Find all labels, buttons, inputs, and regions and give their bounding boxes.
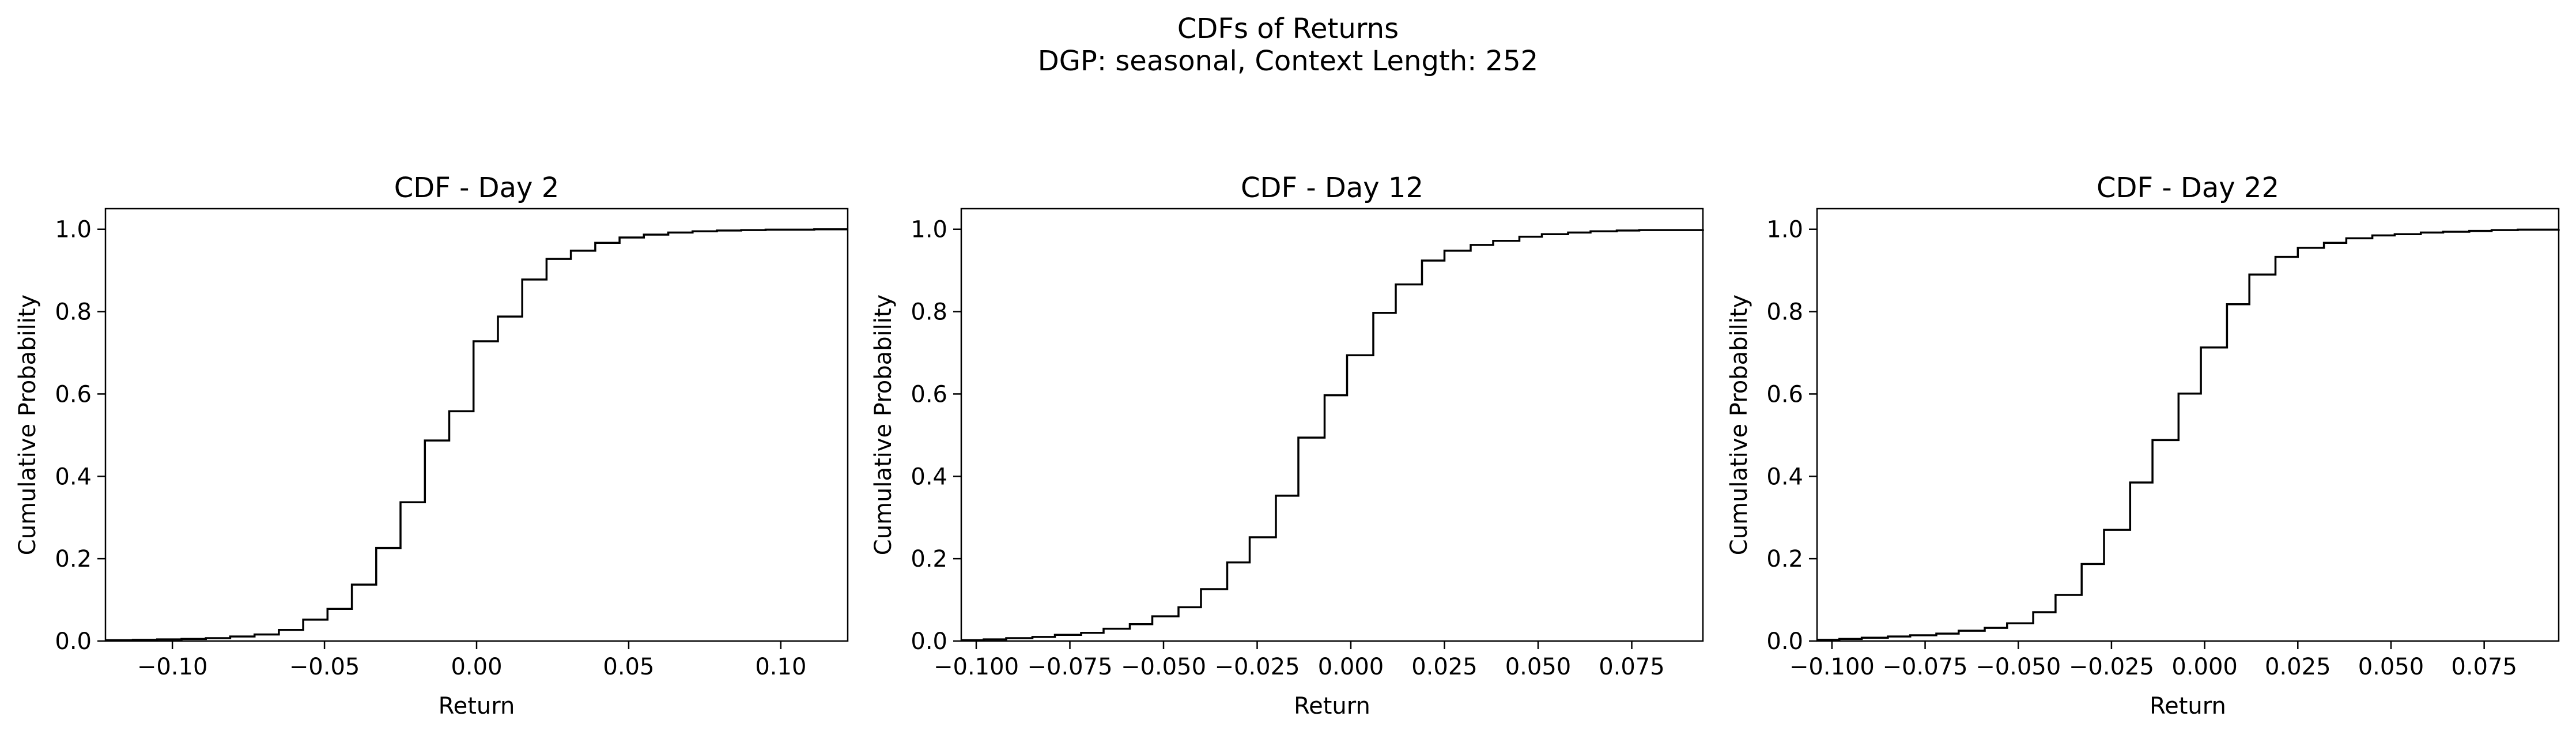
y-tick-label: 0.0: [1766, 628, 1803, 655]
y-tick-label: 1.0: [55, 217, 92, 243]
y-tick-label: 0.4: [55, 463, 92, 490]
y-tick-label: 0.4: [1766, 463, 1803, 490]
y-axis-label: Cumulative Probability: [870, 295, 897, 555]
x-tick-label: −0.10: [137, 654, 208, 680]
y-tick-label: 0.4: [911, 463, 947, 490]
x-tick-label: −0.100: [1789, 654, 1875, 680]
cdf-step-line: [105, 228, 848, 642]
x-tick-label: 0.025: [1411, 654, 1478, 680]
y-tick-label: 0.8: [55, 299, 92, 326]
x-tick-label: −0.025: [2069, 654, 2154, 680]
y-tick-label: 1.0: [911, 217, 947, 243]
y-tick-label: 0.0: [911, 628, 947, 655]
x-axis-label: Return: [2150, 693, 2226, 719]
y-axis-label: Cumulative Probability: [1726, 295, 1752, 555]
y-tick-label: 0.6: [55, 381, 92, 408]
y-tick-label: 0.2: [911, 546, 947, 572]
axes-frame: [1816, 208, 2560, 642]
cdf-step-line: [961, 229, 1704, 642]
x-tick-label: 0.050: [2358, 654, 2424, 680]
subplot-title: CDF - Day 2: [394, 172, 560, 204]
y-axis-label: Cumulative Probability: [14, 295, 41, 555]
x-tick-label: −0.05: [289, 654, 360, 680]
y-tick-label: 1.0: [1766, 217, 1803, 243]
x-tick-label: 0.05: [603, 654, 654, 680]
x-tick-label: 0.000: [2171, 654, 2238, 680]
y-tick-label: 0.6: [1766, 381, 1803, 408]
x-tick-label: −0.100: [934, 654, 1019, 680]
x-tick-label: 0.000: [1318, 654, 1384, 680]
x-tick-label: 0.075: [1599, 654, 1665, 680]
chart-panel-3: −0.100 −0.075 −0.050 −0.025 0.000 0.025 0.050 0…: [1726, 172, 2560, 719]
chart-panel-2: −0.100 −0.075 −0.050 −0.025 0.000 0.025 0.050 0…: [870, 172, 1704, 719]
y-tick-label: 0.8: [1766, 299, 1803, 326]
axes-frame: [104, 208, 849, 642]
figure-subtitle: DGP: seasonal, Context Length: 252: [1037, 45, 1539, 77]
x-tick-label: −0.075: [1027, 654, 1112, 680]
y-tick-label: 0.8: [911, 299, 947, 326]
subplot-title: CDF - Day 22: [2097, 172, 2279, 204]
x-tick-label: −0.050: [1976, 654, 2061, 680]
y-tick-label: 0.0: [55, 628, 92, 655]
axes-frame: [960, 208, 1704, 642]
x-tick-label: 0.10: [755, 654, 806, 680]
cdf-step-line: [1817, 228, 2560, 641]
chart-panel-1: −0.10 −0.05 0.00 0.05 0.10 0.0 0.2 0.4 0.6 0.8 1.0…: [14, 172, 849, 719]
x-tick-label: 0.075: [2451, 654, 2517, 680]
y-tick-label: 0.2: [1766, 546, 1803, 572]
x-tick-label: −0.050: [1121, 654, 1206, 680]
x-tick-label: −0.075: [1883, 654, 1968, 680]
y-tick-label: 0.2: [55, 546, 92, 572]
y-tick-label: 0.6: [911, 381, 947, 408]
x-axis-label: Return: [439, 693, 515, 719]
x-tick-label: 0.025: [2265, 654, 2331, 680]
x-tick-label: −0.025: [1214, 654, 1300, 680]
x-axis-label: Return: [1294, 693, 1370, 719]
x-tick-label: 0.050: [1505, 654, 1572, 680]
figure-title: CDFs of Returns: [1177, 13, 1399, 45]
subplot-title: CDF - Day 12: [1241, 172, 1423, 204]
x-tick-label: 0.00: [451, 654, 502, 680]
